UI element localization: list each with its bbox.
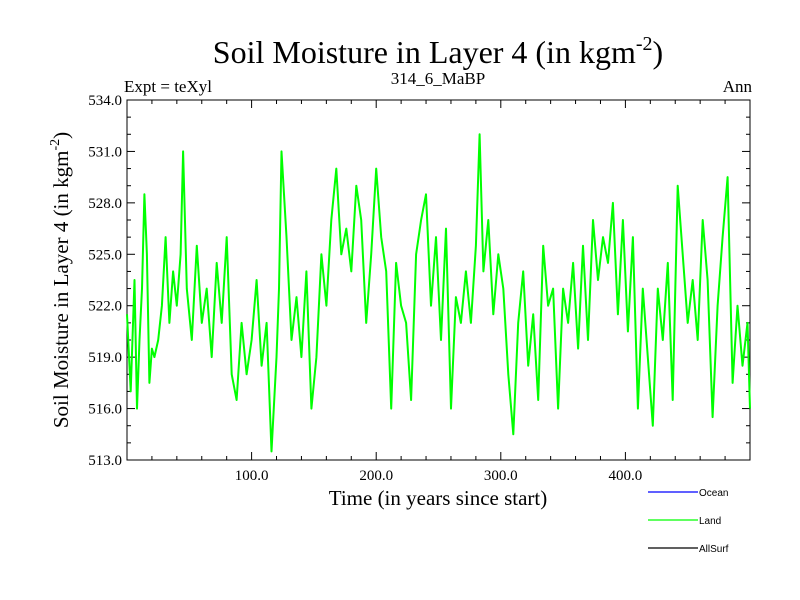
y-tick-label: 513.0 xyxy=(88,453,122,469)
plot-frame xyxy=(126,99,751,461)
y-tick-label: 528.0 xyxy=(88,196,122,212)
experiment-label: Expt = teXyl xyxy=(124,77,212,96)
series-line-land xyxy=(126,133,751,453)
x-tick-label: 300.0 xyxy=(484,468,518,484)
y-tick-label: 522.0 xyxy=(88,299,122,315)
y-axis-label: Soil Moisture in Layer 4 (in kgm-2) xyxy=(48,132,73,428)
y-tick-label: 534.0 xyxy=(88,93,122,109)
chart-title: Soil Moisture in Layer 4 (in kgm-2) xyxy=(213,33,663,70)
legend: Ocean Land AllSurf xyxy=(648,488,729,555)
y-tick-label: 516.0 xyxy=(88,402,122,418)
season-label: Ann xyxy=(723,77,753,96)
x-tick-label: 100.0 xyxy=(235,468,269,484)
x-tick-label: 400.0 xyxy=(609,468,643,484)
x-tick-label: 200.0 xyxy=(359,468,393,484)
legend-label-land: Land xyxy=(699,516,721,527)
series-lines xyxy=(126,133,751,453)
legend-label-ocean: Ocean xyxy=(699,488,728,499)
legend-label-allsurf: AllSurf xyxy=(699,544,729,555)
experiment-period: 314_6_MaBP xyxy=(391,69,485,88)
y-tick-label: 531.0 xyxy=(88,144,122,160)
y-axis-ticks: 513.0 516.0 519.0 522.0 525.0 528.0 531.0 534.0 xyxy=(88,93,750,469)
y-tick-label: 525.0 xyxy=(88,247,122,263)
x-axis-label: Time (in years since start) xyxy=(329,486,548,510)
y-tick-label: 519.0 xyxy=(88,350,122,366)
x-axis-ticks: 100.0 200.0 300.0 400.0 xyxy=(151,100,726,484)
